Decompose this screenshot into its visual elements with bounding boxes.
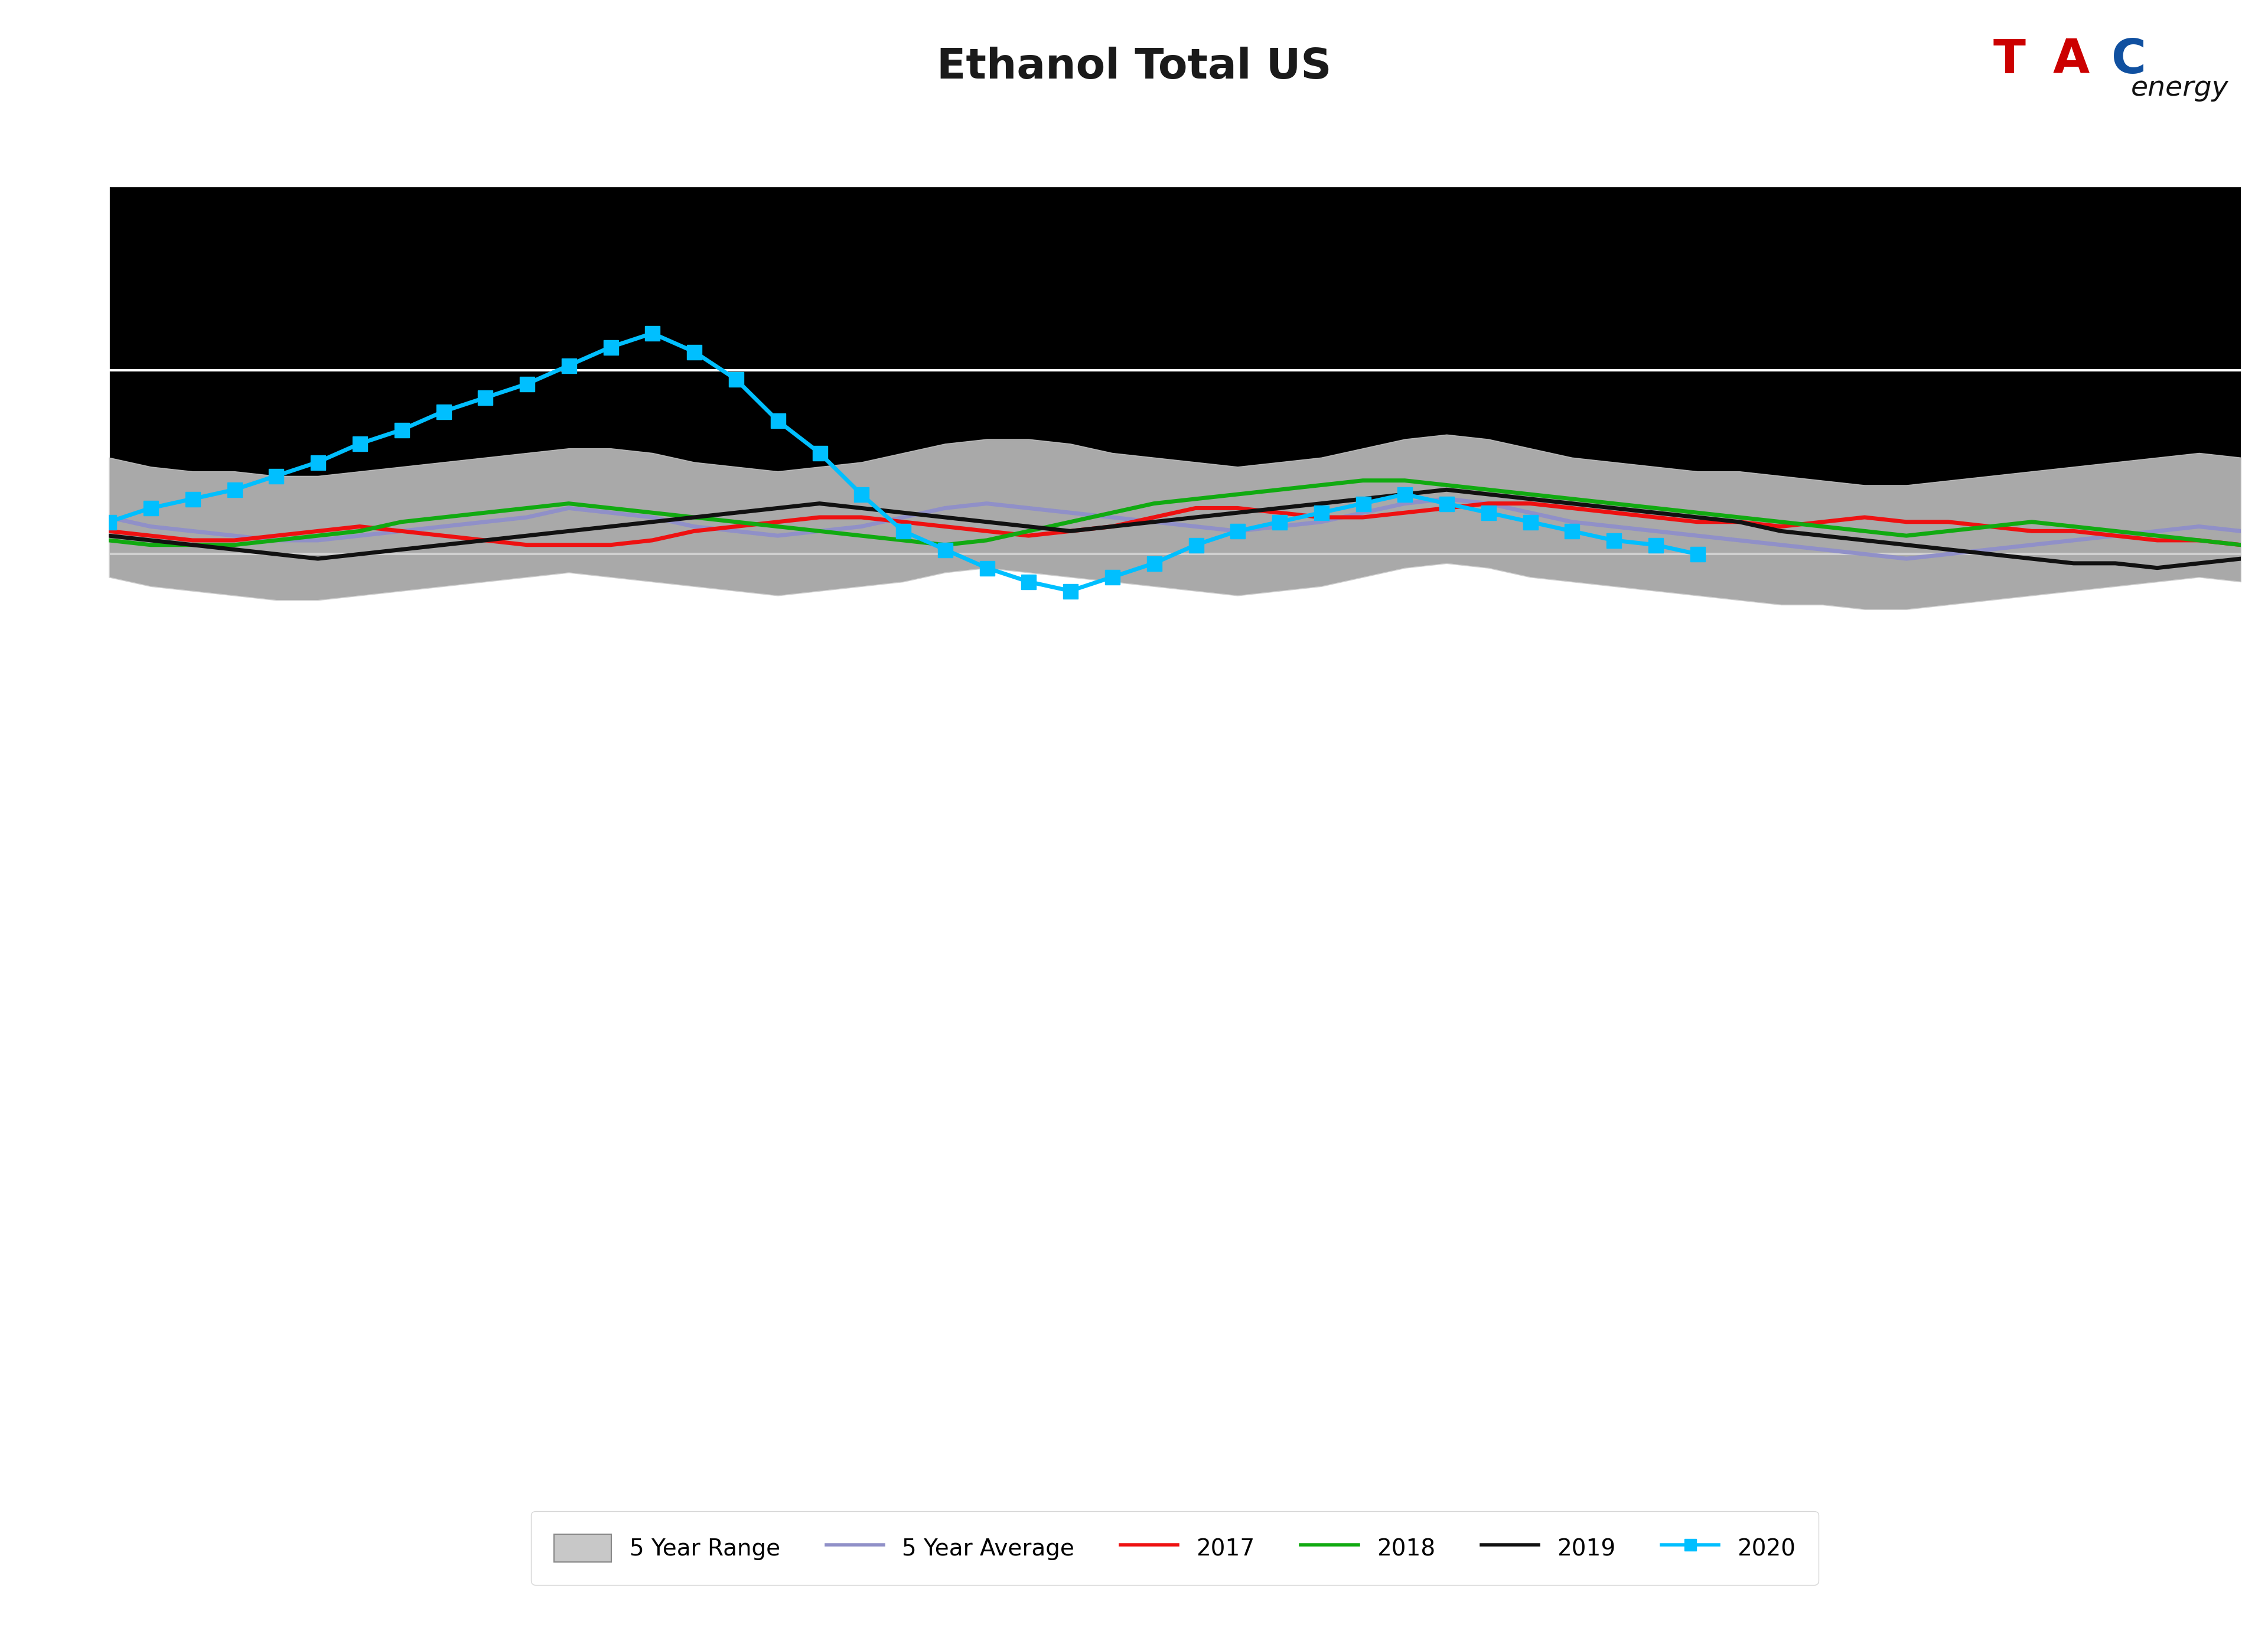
Text: Ethanol Total US: Ethanol Total US [937,46,1331,87]
Legend: 5 Year Range, 5 Year Average, 2017, 2018, 2019, 2020: 5 Year Range, 5 Year Average, 2017, 2018… [531,1510,1819,1584]
Text: C: C [2112,38,2146,82]
Text: T: T [1994,38,2025,82]
Text: A: A [2053,38,2089,82]
Text: energy: energy [2132,76,2229,102]
Bar [109,632,2241,1474]
